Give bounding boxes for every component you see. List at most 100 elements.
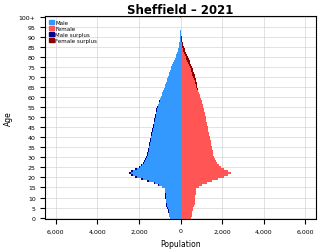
Bar [156,109,180,111]
Bar [181,39,182,41]
Bar [180,63,190,65]
Bar [180,203,195,205]
Bar [146,157,147,159]
Bar [180,117,205,119]
Bar [180,71,193,73]
Bar [154,123,180,125]
Bar [180,175,228,177]
Bar [180,139,210,141]
Bar [168,211,180,213]
Bar [158,103,180,105]
Bar [180,99,201,101]
Bar [151,133,180,135]
Bar [180,85,197,87]
Bar [186,57,188,59]
Bar [179,45,180,47]
Bar [135,177,137,179]
Bar [180,83,196,85]
Bar [180,137,210,139]
Bar [183,51,186,53]
Bar [180,91,198,93]
Bar [180,205,194,207]
Bar [180,143,211,145]
Bar [158,185,159,187]
Bar [180,73,194,75]
Bar [191,69,193,71]
Bar [150,139,180,141]
Bar [163,91,180,93]
Bar [182,47,184,49]
Bar [196,87,197,89]
Bar [144,161,180,163]
Bar [176,57,180,59]
Bar [180,77,195,79]
Bar [154,121,155,123]
Bar [164,89,180,91]
Bar [149,143,150,145]
Bar [148,149,149,151]
Bar [139,167,140,169]
Bar [180,121,206,123]
Bar [180,97,200,99]
Bar [193,77,195,79]
Bar [168,77,180,79]
Bar [180,209,193,211]
Bar [180,149,212,151]
Bar [188,63,190,65]
Bar [175,59,180,61]
Bar [166,205,180,207]
Bar [180,183,207,185]
Bar [149,145,180,147]
Bar [176,55,180,57]
Bar [147,155,180,157]
Bar [156,109,157,111]
Bar [180,75,195,77]
Bar [167,81,180,83]
Bar [180,65,191,67]
Bar [157,107,158,109]
Bar [152,129,153,131]
Bar [195,83,196,85]
Bar [152,131,153,133]
Bar [168,209,169,211]
Bar [153,127,180,129]
Bar [160,99,180,101]
Bar [165,195,166,197]
Bar [179,47,180,49]
Bar [135,177,180,179]
Bar [153,127,154,129]
Bar [151,137,180,139]
Bar [184,53,186,55]
Bar [165,199,180,201]
Bar [180,163,217,165]
Bar [166,203,167,205]
Bar [152,129,180,131]
Bar [180,185,203,187]
Bar [180,197,195,199]
Bar [162,187,163,189]
Bar [135,169,137,171]
Bar [180,101,202,103]
Bar [180,33,181,35]
Bar [157,107,180,109]
Bar [183,49,185,51]
Bar [159,101,180,103]
Bar [180,57,188,59]
Bar [180,41,182,43]
Bar [180,131,208,133]
Bar [151,135,152,137]
Bar [147,155,148,157]
Bar [147,181,180,183]
Bar [154,119,155,121]
Bar [180,171,228,173]
Bar [180,201,195,203]
Bar [170,71,180,73]
Bar [155,117,180,119]
Bar [147,181,149,183]
Bar [158,185,180,187]
Bar [154,119,180,121]
Bar [180,93,199,95]
Bar [151,135,180,137]
Bar [180,151,212,153]
Bar [180,125,207,127]
